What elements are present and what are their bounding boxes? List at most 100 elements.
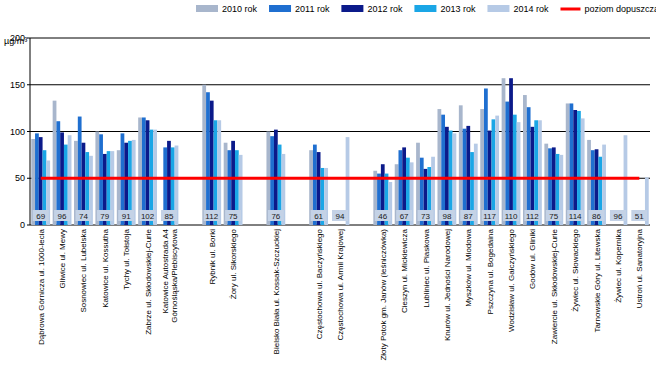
grid-line — [30, 38, 650, 39]
bar — [459, 105, 463, 225]
data-label: 114 — [569, 212, 582, 221]
data-label-box — [204, 210, 220, 221]
category-label: Zawiercie ul. Skłodowskiej-Curie — [550, 228, 559, 344]
data-label: 51 — [635, 212, 644, 221]
category-label: Cieszyn ul. Mickiewicza — [400, 228, 409, 313]
tick-label: 150 — [10, 80, 25, 90]
bar — [210, 101, 214, 225]
data-label-box — [225, 210, 241, 221]
legend-label: 2012 rok — [367, 4, 403, 14]
data-labels: 6996747991102851127576619446677398871171… — [33, 210, 648, 221]
category-label: Żywiec ul. Słowackiego — [571, 228, 580, 311]
data-label: 69 — [36, 212, 45, 221]
label-line: Górnośląska/Plebiscytowa — [170, 228, 179, 322]
bar — [138, 117, 142, 225]
category-label: Knurów ul. Jedności Narodowej — [443, 229, 452, 341]
data-label: 86 — [592, 212, 601, 221]
category-label: Wodzisław ul. Gałczyńskiego — [507, 228, 516, 332]
tick-label: 100 — [10, 127, 25, 137]
y-axis — [30, 38, 31, 225]
bar — [513, 115, 517, 225]
category-label: Myszków ul. Miodowa — [464, 228, 473, 306]
legend-swatch — [560, 8, 580, 11]
grid-line — [30, 84, 650, 85]
data-label-box — [140, 210, 156, 221]
category-label: Ustroń ul. Sanatoryjna — [635, 228, 644, 308]
data-label: 112 — [526, 212, 539, 221]
label-line: Katowice Autostrada A4 — [161, 228, 170, 313]
data-label: 98 — [442, 212, 451, 221]
data-label: 110 — [505, 212, 518, 221]
bar — [495, 116, 499, 225]
data-label-box — [311, 210, 327, 221]
data-label: 76 — [271, 212, 280, 221]
tick-label: 50 — [15, 173, 25, 183]
data-label-box — [631, 210, 647, 221]
bar — [53, 101, 57, 225]
category-label: Lubliniec ul. Piaskowa — [422, 228, 431, 307]
bar — [217, 120, 221, 225]
bar — [441, 115, 445, 225]
category-label: Tychy ul. Tołstoja — [122, 228, 131, 289]
category-label: Częstochowa ul. Baczyńskiego — [315, 228, 324, 339]
data-label-box — [268, 210, 284, 221]
data-label: 117 — [483, 212, 496, 221]
grid-line — [30, 131, 650, 132]
data-label-box — [503, 210, 519, 221]
data-label: 96 — [613, 212, 622, 221]
data-label: 75 — [549, 212, 558, 221]
data-label-box — [610, 210, 626, 221]
legend-swatch — [414, 5, 436, 12]
chart: µg/m³05010015020069967479911028511275766… — [0, 0, 656, 379]
category-label: Tarnowskie Góry ul. Litewska — [593, 228, 602, 332]
category-label: Gliwice ul. Mewy — [58, 229, 67, 289]
data-label: 91 — [122, 212, 131, 221]
bar — [202, 85, 206, 225]
category-label: Rybnik ul. Borki — [208, 229, 217, 285]
bar — [484, 88, 488, 225]
data-label-box — [118, 210, 134, 221]
data-label: 87 — [464, 212, 473, 221]
legend-swatch — [196, 5, 218, 12]
data-label-box — [332, 210, 348, 221]
data-label-box — [439, 210, 455, 221]
data-label: 61 — [314, 212, 323, 221]
bar — [214, 120, 218, 225]
bar — [527, 107, 531, 225]
data-label: 85 — [165, 212, 174, 221]
category-label: Zabrze ul. Skłodowskiej-Curie — [144, 228, 153, 334]
bar — [56, 121, 60, 225]
bar — [480, 109, 484, 225]
bar — [573, 110, 577, 225]
plot-area — [31, 78, 648, 225]
data-label-box — [567, 210, 583, 221]
data-label-box — [33, 210, 49, 221]
legend-label: 2014 rok — [513, 4, 549, 14]
data-label: 96 — [58, 212, 67, 221]
legend-swatch — [269, 5, 291, 12]
category-label: Dąbrowa Górnicza ul. 1000-lecia — [37, 228, 46, 345]
bar — [206, 92, 210, 225]
bar — [577, 111, 581, 225]
data-label-box — [589, 210, 605, 221]
tick-label: 200 — [10, 33, 25, 43]
tick-label: 0 — [20, 220, 25, 230]
category-label: Żywiec ul. Kopernika — [614, 228, 623, 302]
data-label-box — [524, 210, 540, 221]
category-label: Katowice Autostrada A4Górnośląska/Plebis… — [161, 228, 179, 322]
legend-label: poziom dopuszczalny 24 godzinny — [584, 4, 656, 14]
bar — [534, 120, 538, 225]
bar — [78, 117, 82, 225]
data-label: 46 — [378, 212, 387, 221]
bar — [492, 119, 496, 225]
data-label-box — [396, 210, 412, 221]
data-label: 75 — [229, 212, 238, 221]
data-label: 79 — [100, 212, 109, 221]
legend-swatch — [487, 5, 509, 12]
data-label: 94 — [336, 212, 345, 221]
data-label-box — [482, 210, 498, 221]
data-label-box — [97, 210, 113, 221]
bar — [502, 78, 506, 225]
category-label: Żory ul. Sikorskiego — [229, 228, 238, 299]
data-label-box — [546, 210, 562, 221]
